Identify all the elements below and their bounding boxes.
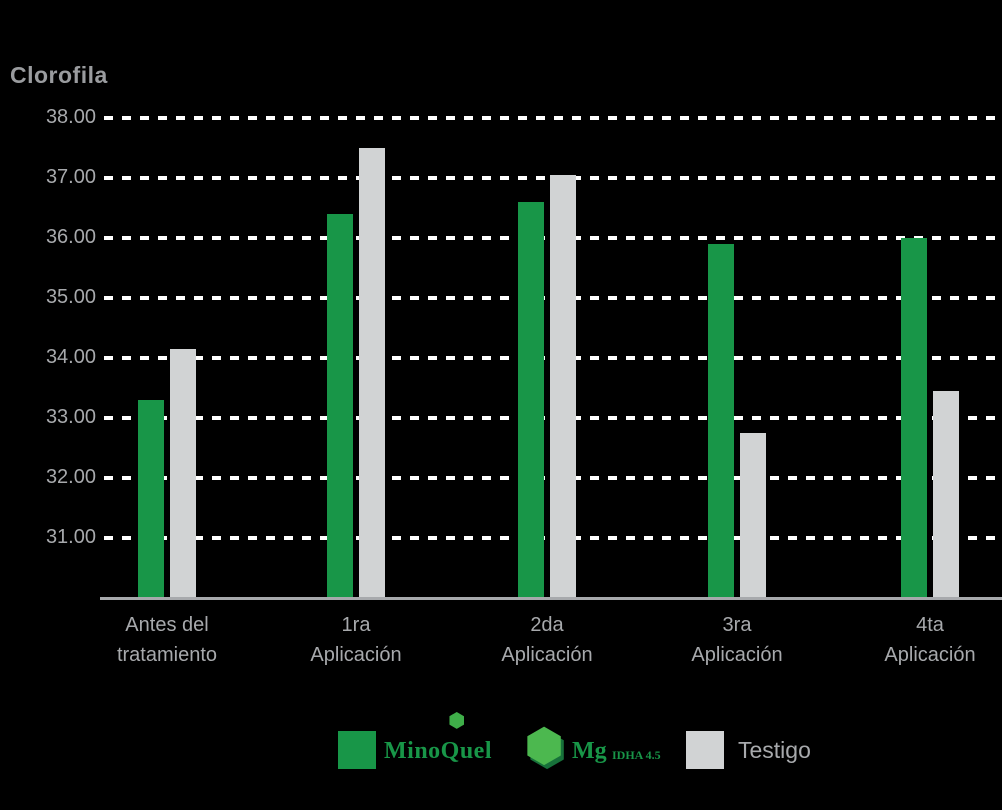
bar-testigo [170, 349, 196, 598]
bar-minoquel [708, 244, 734, 598]
bar-minoquel [138, 400, 164, 598]
legend-swatch-minoquel [338, 731, 376, 769]
bar-minoquel [901, 238, 927, 598]
y-axis-tick-label: 33.00 [45, 406, 96, 428]
bar-minoquel [327, 214, 353, 598]
x-axis-category-label: 3ra Aplicación [691, 614, 783, 666]
y-axis-tick-label: 37.00 [45, 166, 96, 188]
y-axis-tick-label: 35.00 [45, 286, 96, 308]
legend: ⬢ ⬢ MinoQuel Mg IDHA 4.5 Testigo [0, 710, 1002, 782]
hexagon-icon: ⬢ [448, 710, 466, 732]
legend-swatch-testigo [686, 731, 724, 769]
chart-title: Clorofila [10, 62, 108, 88]
legend-label-minoquel: MinoQuel [384, 738, 493, 764]
x-axis-category-label: 2da Aplicación [501, 614, 593, 666]
y-axis-tick-label: 34.00 [45, 346, 96, 368]
x-axis-category-label: Antes del tratamiento [116, 614, 218, 666]
bar-testigo [740, 433, 766, 598]
hexagon-cluster-icon: ⬢ [524, 719, 565, 771]
x-axis-category-label: 1ra Aplicación [310, 614, 402, 666]
bar-testigo [359, 148, 385, 598]
legend-label-idha: IDHA 4.5 [612, 748, 661, 762]
y-axis-tick-label: 38.00 [45, 106, 96, 128]
x-axis-category-label: 4ta Aplicación [884, 614, 976, 666]
bar-minoquel [518, 202, 544, 598]
bar-testigo [550, 175, 576, 598]
x-axis-line [100, 597, 1002, 600]
legend-label-mg: Mg [572, 738, 607, 764]
gridline [104, 116, 1002, 120]
y-axis-tick-label: 31.00 [45, 526, 96, 548]
legend-label-testigo: Testigo [738, 737, 811, 763]
y-axis-tick-label: 36.00 [45, 226, 96, 248]
bar-testigo [933, 391, 959, 598]
minoquel-logo: ⬢ ⬢ MinoQuel Mg IDHA 4.5 [384, 710, 674, 782]
y-axis-tick-label: 32.00 [45, 466, 96, 488]
